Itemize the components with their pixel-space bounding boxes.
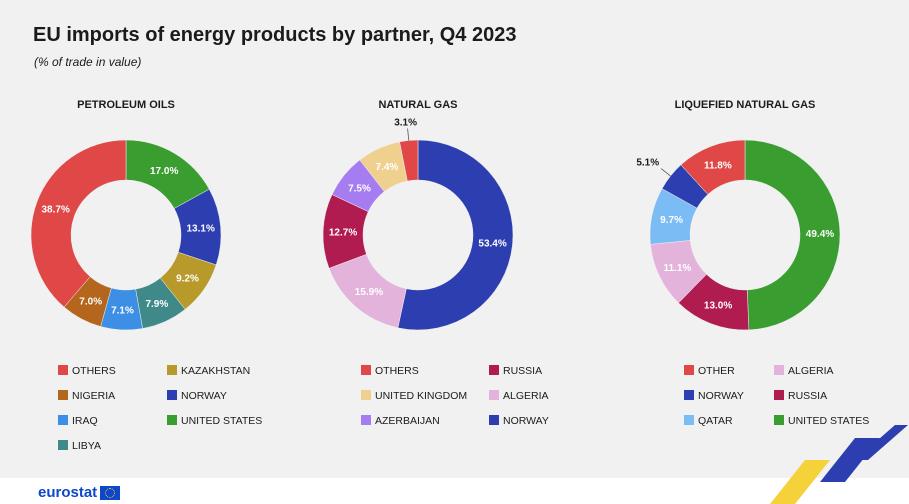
legend-label: NORWAY bbox=[698, 390, 744, 402]
data-label: 3.1% bbox=[394, 118, 417, 129]
legend-label: IRAQ bbox=[72, 415, 98, 427]
chart-title: NATURAL GAS bbox=[378, 99, 457, 111]
legend-label: NORWAY bbox=[181, 390, 227, 402]
data-label: 5.1% bbox=[636, 158, 659, 169]
legend-label: UNITED KINGDOM bbox=[375, 390, 467, 402]
legend-label: OTHERS bbox=[72, 365, 116, 377]
legend-label: ALGERIA bbox=[503, 390, 549, 402]
leader-line bbox=[660, 168, 671, 177]
data-label: 7.1% bbox=[111, 305, 134, 316]
legend-label: OTHER bbox=[698, 365, 735, 377]
pie-slice bbox=[744, 139, 841, 331]
chart-panel bbox=[0, 0, 909, 478]
data-label: 7.5% bbox=[348, 184, 371, 195]
legend-swatch bbox=[167, 415, 177, 425]
data-label: 15.9% bbox=[355, 287, 383, 298]
data-label: 9.2% bbox=[176, 273, 199, 284]
data-label: 13.0% bbox=[704, 301, 732, 312]
data-label: 7.9% bbox=[145, 299, 168, 310]
legend-swatch bbox=[774, 415, 784, 425]
donut-chart: LIQUEFIED NATURAL GAS 49.4% 13.0% 11.1% 9.7%… bbox=[636, 99, 869, 427]
data-label: 13.1% bbox=[187, 224, 215, 235]
legend-swatch bbox=[774, 390, 784, 400]
donut-chart: PETROLEUM OILS 17.0% 13.1% 9.2% 7.9% 7.1% 7.0%… bbox=[30, 99, 262, 452]
legend-swatch bbox=[684, 415, 694, 425]
pie-slice bbox=[680, 139, 746, 195]
eurostat-logo-text: eurostat bbox=[38, 484, 98, 501]
pie-slice bbox=[30, 139, 127, 308]
legend-swatch bbox=[58, 440, 68, 450]
data-label: 7.0% bbox=[79, 297, 102, 308]
data-label: 49.4% bbox=[806, 229, 834, 240]
legend-swatch bbox=[774, 365, 784, 375]
data-label: 11.8% bbox=[704, 161, 732, 172]
eurostat-logo: eurostat bbox=[38, 484, 121, 501]
data-label: 7.4% bbox=[376, 162, 399, 173]
legend-swatch bbox=[489, 365, 499, 375]
legend-swatch bbox=[167, 365, 177, 375]
legend-label: NORWAY bbox=[503, 415, 549, 427]
legend-label: RUSSIA bbox=[503, 365, 542, 377]
legend-swatch bbox=[361, 415, 371, 425]
legend-swatch bbox=[58, 415, 68, 425]
legend-label: UNITED STATES bbox=[788, 415, 869, 427]
chart-title: PETROLEUM OILS bbox=[77, 99, 175, 111]
data-label: 11.1% bbox=[663, 263, 691, 274]
decorative-stripes bbox=[770, 425, 908, 504]
data-label: 53.4% bbox=[478, 238, 506, 249]
legend-label: OTHERS bbox=[375, 365, 419, 377]
donut-chart: NATURAL GAS 53.4% 15.9% 12.7% 7.5% 7.4% 3.1% OT… bbox=[322, 99, 549, 427]
legend-swatch bbox=[58, 390, 68, 400]
data-label: 17.0% bbox=[150, 166, 178, 177]
legend-swatch bbox=[489, 390, 499, 400]
legend-label: UNITED STATES bbox=[181, 415, 262, 427]
legend-swatch bbox=[684, 390, 694, 400]
data-label: 12.7% bbox=[329, 227, 357, 238]
legend-swatch bbox=[684, 365, 694, 375]
legend-swatch bbox=[58, 365, 68, 375]
legend-label: AZERBAIJAN bbox=[375, 415, 440, 427]
eu-flag-icon bbox=[100, 485, 121, 500]
donut-charts: PETROLEUM OILS 17.0% 13.1% 9.2% 7.9% 7.1% 7.0%… bbox=[30, 99, 869, 452]
data-label: 38.7% bbox=[41, 204, 69, 215]
legend-swatch bbox=[167, 390, 177, 400]
pie-slice bbox=[399, 139, 419, 182]
leader-line bbox=[407, 128, 410, 141]
legend-swatch bbox=[361, 365, 371, 375]
legend-label: LIBYA bbox=[72, 440, 101, 452]
legend-label: ALGERIA bbox=[788, 365, 834, 377]
chart-title: LIQUEFIED NATURAL GAS bbox=[675, 99, 816, 111]
data-label: 9.7% bbox=[660, 215, 683, 226]
legend-label: KAZAKHSTAN bbox=[181, 365, 250, 377]
legend-label: NIGERIA bbox=[72, 390, 115, 402]
legend-label: QATAR bbox=[698, 415, 733, 427]
legend-label: RUSSIA bbox=[788, 390, 827, 402]
legend-swatch bbox=[361, 390, 371, 400]
legend-swatch bbox=[489, 415, 499, 425]
page-title: EU imports of energy products by partner… bbox=[33, 24, 517, 46]
page-subtitle: (% of trade in value) bbox=[34, 55, 142, 69]
